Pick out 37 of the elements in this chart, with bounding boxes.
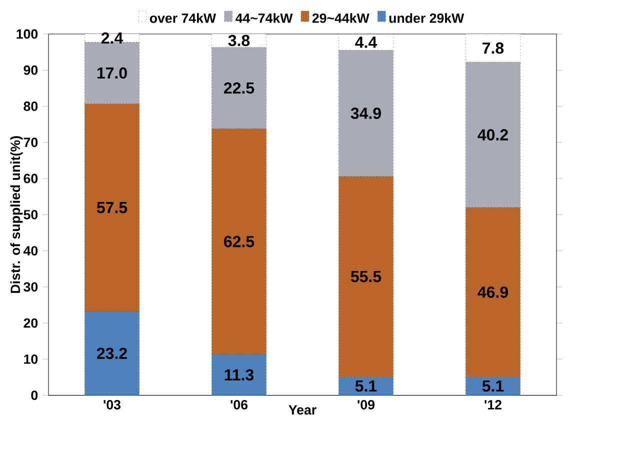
legend-label: over 74kW <box>150 13 216 23</box>
x-tick-label: '09 <box>358 400 375 410</box>
legend-label: under 29kW <box>389 13 464 23</box>
data-label: 40.2 <box>478 129 508 140</box>
data-label: 22.5 <box>224 82 254 94</box>
y-tick-label: 80 <box>24 102 38 111</box>
y-tick-label: 70 <box>24 138 38 148</box>
y-axis-title: Distr. of supplied unit(%) <box>10 136 23 293</box>
data-label: 23.2 <box>97 348 127 360</box>
y-tick-label: 100 <box>16 29 38 39</box>
data-label: 34.9 <box>350 108 381 119</box>
data-label: 11.3 <box>224 369 254 381</box>
data-label: 46.9 <box>478 286 508 298</box>
y-tick-label: 50 <box>24 210 38 220</box>
data-label: 5.1 <box>482 380 504 392</box>
data-label: 62.5 <box>224 236 254 248</box>
data-label: 55.5 <box>350 271 382 282</box>
data-label: 5.1 <box>355 380 377 392</box>
data-label: 17.0 <box>97 67 127 79</box>
y-tick-label: 60 <box>24 174 38 184</box>
x-tick-label: '06 <box>230 400 248 410</box>
data-label: 2.4 <box>101 32 124 44</box>
x-tick-label: '12 <box>484 400 502 410</box>
y-tick-label: 90 <box>24 65 38 75</box>
x-axis-title: Year <box>288 405 316 415</box>
y-tick-label: 40 <box>23 246 38 256</box>
data-label: 3.8 <box>228 34 250 46</box>
data-label: 4.4 <box>355 36 378 48</box>
legend-label: 29~44kW <box>312 13 370 23</box>
data-label: 7.8 <box>482 42 504 54</box>
data-label: 57.5 <box>96 202 128 214</box>
legend-label: 44~74kW <box>235 13 293 23</box>
y-tick-label: 20 <box>24 318 38 328</box>
y-tick-label: 30 <box>24 282 38 292</box>
y-tick-label: 0 <box>31 390 38 400</box>
y-tick-label: 10 <box>24 354 38 364</box>
x-tick-label: '03 <box>104 400 121 410</box>
